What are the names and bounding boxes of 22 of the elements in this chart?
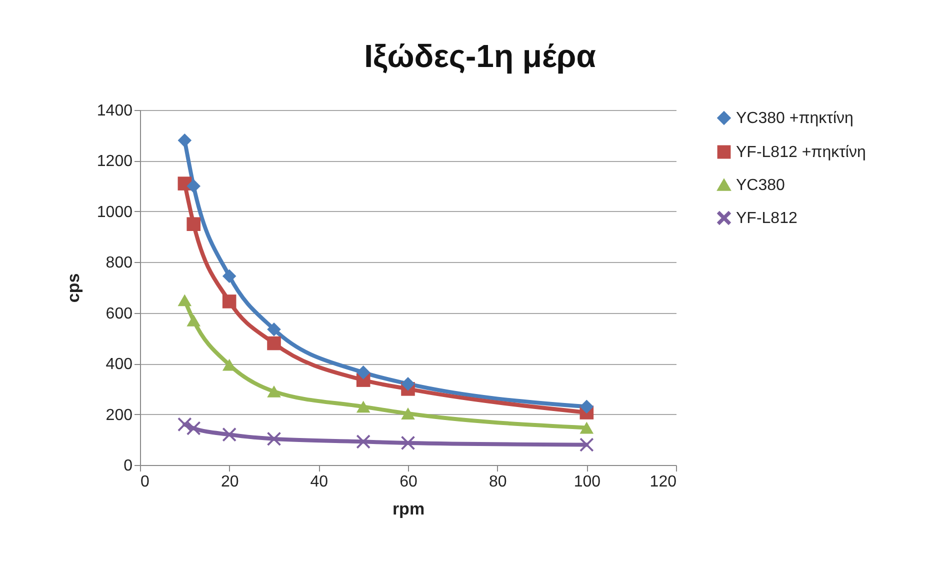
y-tick-label: 800 [106, 254, 133, 272]
legend-label: YC380 +πηκτίνη [736, 110, 854, 127]
x-tick-label: 80 [488, 474, 507, 490]
legend-label: YF-L812 +πηκτίνη [736, 144, 866, 161]
legend-label: YF-L812 [736, 210, 798, 227]
y-tick-label: 1200 [96, 153, 133, 170]
y-tick-label: 1000 [96, 204, 133, 221]
x-tick-label: 100 [574, 474, 601, 490]
chart-title: Ιξώδες-1η μέρα [364, 38, 596, 74]
x-tick-label: 120 [650, 474, 677, 490]
x-tick-label: 20 [220, 474, 239, 490]
y-tick-label: 1400 [96, 102, 133, 120]
y-tick-label: 400 [106, 356, 133, 374]
y-axis-title: cps [64, 273, 83, 303]
x-tick-label: 0 [140, 474, 150, 490]
x-tick-label: 60 [400, 474, 418, 490]
y-tick-label: 200 [106, 406, 133, 424]
y-tick-label: 600 [106, 305, 133, 322]
x-axis-title: rpm [392, 500, 425, 518]
y-tick-label: 0 [124, 458, 133, 474]
legend-label: YC380 [736, 177, 786, 194]
x-tick-label: 40 [310, 474, 328, 490]
